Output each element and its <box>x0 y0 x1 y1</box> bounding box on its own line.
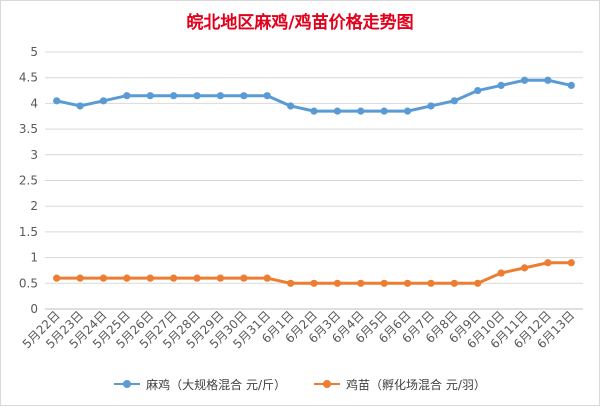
y-tick-label: 5 <box>30 45 38 59</box>
legend-item-series-1[interactable]: 麻鸡（大规格混合 元/斤） <box>114 376 286 393</box>
data-point-series-2[interactable] <box>427 279 435 287</box>
data-point-series-1[interactable] <box>544 76 552 84</box>
data-point-series-1[interactable] <box>474 86 482 95</box>
data-point-series-1[interactable] <box>170 92 178 100</box>
data-point-series-2[interactable] <box>76 274 84 282</box>
data-point-series-1[interactable] <box>357 107 365 115</box>
legend-swatch-series-2 <box>314 379 340 389</box>
chart-title: 皖北地区麻鸡/鸡苗价格走势图 <box>186 13 414 33</box>
y-tick-label: 1.5 <box>19 225 38 239</box>
data-point-series-2[interactable] <box>333 279 341 287</box>
y-tick-label: 1 <box>30 251 38 265</box>
data-point-series-1[interactable] <box>146 92 154 100</box>
data-point-series-2[interactable] <box>544 259 552 267</box>
data-point-series-1[interactable] <box>520 76 529 84</box>
data-point-series-1[interactable] <box>216 92 225 100</box>
data-point-series-2[interactable] <box>450 279 458 287</box>
data-point-series-1[interactable] <box>99 97 108 105</box>
data-point-series-1[interactable] <box>240 92 248 100</box>
data-point-series-2[interactable] <box>403 279 412 287</box>
data-point-series-1[interactable] <box>380 107 388 115</box>
data-point-series-2[interactable] <box>287 279 295 287</box>
data-point-series-2[interactable] <box>216 274 225 282</box>
data-point-series-1[interactable] <box>123 92 131 100</box>
data-point-series-2[interactable] <box>497 269 505 277</box>
data-point-series-2[interactable] <box>53 274 61 282</box>
y-tick-label: 2 <box>30 199 38 213</box>
data-point-series-1[interactable] <box>333 107 341 115</box>
data-point-series-1[interactable] <box>497 81 505 90</box>
data-point-series-2[interactable] <box>474 279 482 287</box>
data-point-series-1[interactable] <box>53 97 61 105</box>
y-tick-label: 2.5 <box>19 174 38 188</box>
data-point-series-2[interactable] <box>520 264 529 272</box>
y-tick-label: 4.5 <box>19 71 38 85</box>
legend: 麻鸡（大规格混合 元/斤） 鸡苗（孵化场混合 元/羽） <box>0 374 600 394</box>
legend-swatch-series-1 <box>114 379 141 389</box>
series-line-1 <box>56 78 572 113</box>
data-point-series-2[interactable] <box>123 274 131 282</box>
y-tick-label: 0 <box>30 302 38 316</box>
data-point-series-2[interactable] <box>146 274 154 282</box>
data-point-series-2[interactable] <box>240 274 248 282</box>
legend-item-series-2[interactable]: 鸡苗（孵化场混合 元/羽） <box>314 376 486 393</box>
data-point-series-2[interactable] <box>380 279 388 287</box>
data-point-series-1[interactable] <box>310 107 318 115</box>
data-point-series-1[interactable] <box>287 102 295 110</box>
series-layer <box>53 76 575 287</box>
y-tick-label: 4 <box>30 96 38 110</box>
data-point-series-1[interactable] <box>193 92 201 100</box>
data-point-series-2[interactable] <box>193 274 201 282</box>
y-tick-label: 3 <box>30 148 38 162</box>
y-axis-ticks: 0 0.5 1 1.5 2 2.5 3 3.5 4 4.5 5 <box>19 45 38 316</box>
legend-label-series-1: 麻鸡（大规格混合 元/斤） <box>146 377 286 392</box>
data-point-series-2[interactable] <box>310 279 318 287</box>
data-point-series-1[interactable] <box>427 102 435 110</box>
data-point-series-2[interactable] <box>99 274 108 282</box>
x-axis-ticks: 5月22日5月23日5月24日5月25日5月26日5月27日5月28日5月29日… <box>20 308 578 351</box>
legend-label-series-2: 鸡苗（孵化场混合 元/羽） <box>346 377 486 392</box>
data-point-series-1[interactable] <box>450 97 458 105</box>
data-point-series-1[interactable] <box>403 107 412 115</box>
y-tick-label: 3.5 <box>19 122 38 136</box>
y-tick-label: 0.5 <box>19 276 38 290</box>
grid-lines <box>45 51 583 310</box>
data-point-series-2[interactable] <box>357 279 365 287</box>
data-point-series-1[interactable] <box>76 102 84 110</box>
data-point-series-1[interactable] <box>567 81 575 90</box>
data-point-series-2[interactable] <box>567 259 575 267</box>
data-point-series-2[interactable] <box>170 274 178 282</box>
data-point-series-2[interactable] <box>263 274 271 282</box>
data-point-series-1[interactable] <box>263 92 271 100</box>
